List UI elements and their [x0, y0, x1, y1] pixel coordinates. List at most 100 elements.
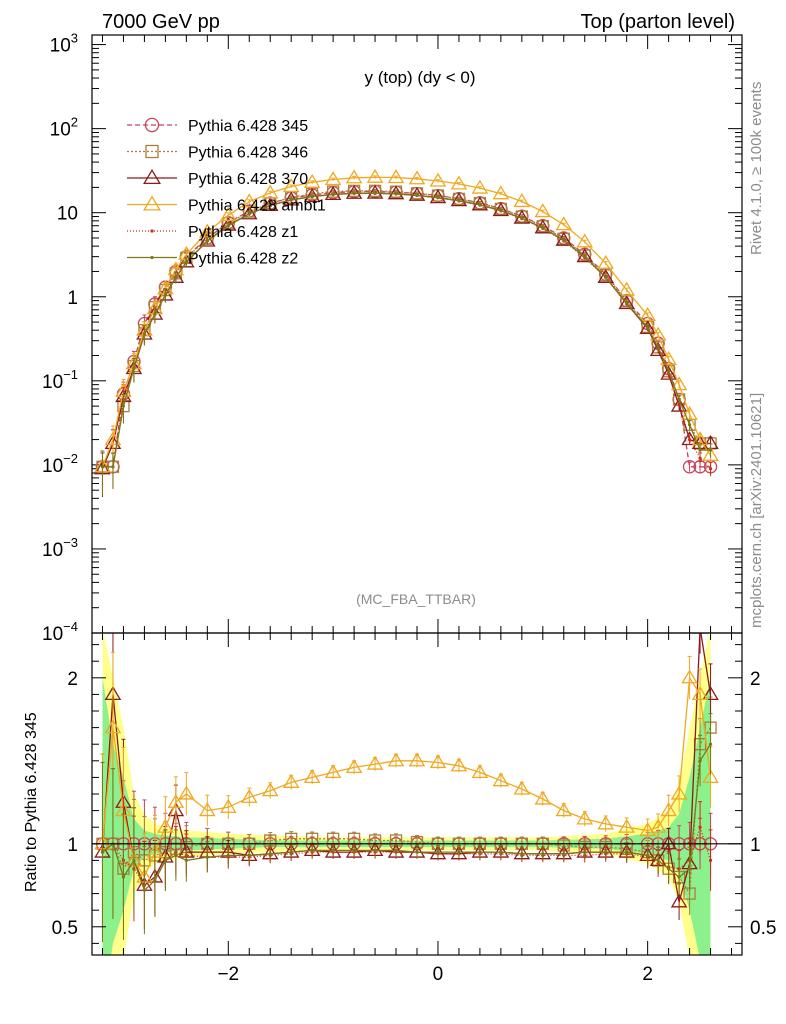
- data-point: [457, 199, 461, 203]
- data-point: [639, 822, 656, 837]
- data-point: [163, 293, 167, 297]
- legend-marker: [145, 144, 159, 159]
- data-point: [324, 185, 342, 201]
- data-point: [583, 255, 587, 259]
- data-point: [373, 191, 377, 195]
- data-point: [226, 853, 230, 858]
- data-point: [247, 212, 251, 216]
- data-point: [415, 850, 419, 854]
- data-point: [415, 193, 419, 197]
- data-point: [698, 759, 702, 763]
- data-point: [199, 223, 216, 238]
- data-point: [366, 184, 384, 199]
- data-point: [691, 685, 709, 701]
- data-point: [534, 790, 552, 805]
- data-point: [366, 168, 384, 183]
- data-point: [702, 685, 719, 701]
- data-point: [702, 446, 719, 461]
- data-point: [708, 858, 713, 862]
- data-point: [562, 852, 566, 856]
- ratio-ytick-label-left: 1: [67, 835, 78, 856]
- data-point: [618, 281, 635, 296]
- data-point: [429, 172, 447, 187]
- data-point: [555, 231, 573, 246]
- data-point: [660, 802, 677, 817]
- data-point: [541, 852, 545, 856]
- data-point: [310, 848, 314, 853]
- data-point: [576, 810, 594, 825]
- data-point: [387, 185, 405, 200]
- data-point: [702, 768, 719, 784]
- data-point: [289, 198, 293, 202]
- data-point: [408, 170, 426, 185]
- ratio-ytick-label-left: 2: [67, 669, 78, 690]
- data-point: [478, 850, 482, 854]
- data-point: [562, 238, 566, 242]
- mcplots-label: mcplots.cern.ch [arXiv:2401.10621]: [748, 393, 765, 628]
- ratio-ytick-label-left: 0.5: [52, 918, 78, 939]
- data-point: [132, 858, 136, 862]
- data-point: [205, 855, 209, 859]
- main-ytick-label: 10−4: [42, 619, 78, 645]
- ratio-series-2: [94, 633, 719, 942]
- data-point: [555, 802, 573, 817]
- series-line: [101, 176, 712, 468]
- data-point: [429, 754, 447, 769]
- data-point: [268, 852, 272, 856]
- data-point: [153, 878, 157, 882]
- legend-label: Pythia 6.428 370: [188, 171, 308, 188]
- data-point: [153, 312, 157, 316]
- data-point: [142, 332, 147, 336]
- data-point: [576, 233, 594, 248]
- rivet-label: Rivet 4.1.0, ≥ 100k events: [748, 82, 765, 255]
- ratio-xtick-label: 2: [642, 964, 653, 985]
- data-point: [660, 350, 677, 365]
- data-point: [555, 216, 573, 231]
- data-point: [698, 448, 702, 452]
- data-point: [670, 397, 688, 412]
- data-point: [345, 759, 363, 774]
- legend-label: Pythia 6.428 345: [188, 118, 308, 135]
- data-point: [520, 216, 524, 220]
- data-point: [174, 853, 178, 858]
- data-point: [289, 850, 293, 854]
- data-point: [220, 206, 237, 221]
- data-point: [324, 171, 342, 186]
- legend-label: Pythia 6.428 z1: [188, 224, 298, 241]
- data-point: [167, 793, 185, 808]
- data-point: [681, 405, 698, 420]
- data-point: [520, 852, 524, 856]
- series-line: [101, 675, 712, 879]
- data-point: [331, 848, 335, 853]
- data-point: [261, 184, 279, 199]
- legend-marker: [150, 229, 154, 233]
- data-point: [331, 192, 335, 197]
- header-right: Top (parton level): [580, 11, 735, 33]
- ratio-series-group: [94, 633, 719, 942]
- main-ytick-label: 103: [50, 31, 78, 57]
- data-point: [670, 893, 688, 908]
- data-point: [513, 780, 531, 795]
- data-point: [142, 888, 147, 892]
- data-point: [576, 248, 594, 263]
- data-point: [261, 782, 279, 797]
- data-point: [677, 875, 681, 879]
- data-point: [625, 850, 629, 854]
- main-ytick-label: 10−2: [42, 451, 78, 477]
- data-point: [394, 848, 398, 853]
- data-point: [604, 850, 608, 854]
- main-ytick-label: 1: [67, 288, 78, 309]
- data-point: [132, 366, 136, 371]
- legend-marker: [143, 168, 161, 185]
- data-point: [625, 301, 629, 305]
- ratio-ytick-label-right: 0.5: [750, 918, 776, 939]
- legend-marker: [144, 117, 160, 133]
- data-point: [457, 850, 461, 854]
- ratio-plot: 0.5 0.5 1 1 2 2 −2 0 2 Ratio to Pythia 6.428 34…: [23, 632, 776, 985]
- data-point: [352, 191, 356, 195]
- data-point: [366, 755, 384, 770]
- data-point: [660, 835, 677, 850]
- ratio-frame: [91, 632, 743, 956]
- data-point: [649, 341, 667, 357]
- data-point: [111, 465, 115, 469]
